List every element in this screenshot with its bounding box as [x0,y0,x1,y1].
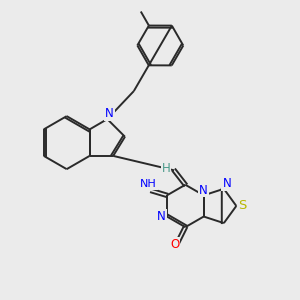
Text: N: N [199,184,208,196]
Text: N: N [222,177,231,190]
Text: H: H [161,162,170,175]
Text: S: S [238,200,247,212]
Text: N: N [157,210,166,223]
Text: NH: NH [140,179,157,189]
Text: O: O [170,238,179,251]
Text: N: N [105,107,114,120]
